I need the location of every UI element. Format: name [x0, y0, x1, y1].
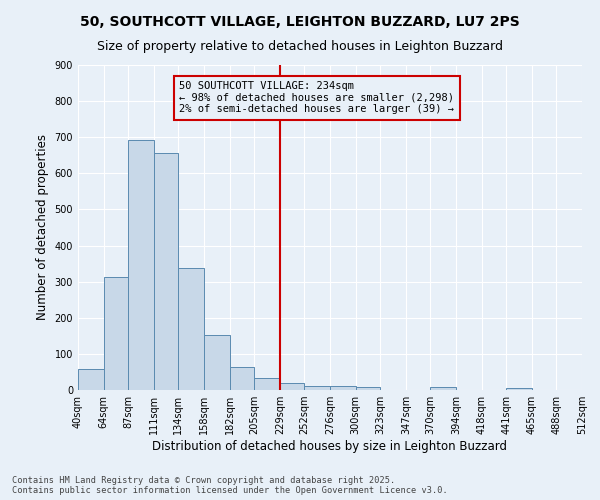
- Bar: [356, 387, 380, 390]
- Bar: [506, 388, 532, 390]
- Bar: [78, 370, 104, 390]
- Bar: [330, 386, 356, 390]
- Bar: [280, 383, 304, 390]
- Bar: [254, 378, 280, 390]
- Text: Size of property relative to detached houses in Leighton Buzzard: Size of property relative to detached ho…: [97, 40, 503, 53]
- Bar: [230, 366, 254, 390]
- X-axis label: Distribution of detached houses by size in Leighton Buzzard: Distribution of detached houses by size …: [152, 440, 508, 453]
- Bar: [128, 140, 154, 390]
- Bar: [104, 277, 128, 390]
- Bar: [304, 386, 330, 390]
- Bar: [204, 335, 230, 390]
- Y-axis label: Number of detached properties: Number of detached properties: [36, 134, 49, 320]
- Text: 50, SOUTHCOTT VILLAGE, LEIGHTON BUZZARD, LU7 2PS: 50, SOUTHCOTT VILLAGE, LEIGHTON BUZZARD,…: [80, 15, 520, 29]
- Bar: [154, 153, 178, 390]
- Bar: [178, 268, 204, 390]
- Text: 50 SOUTHCOTT VILLAGE: 234sqm
← 98% of detached houses are smaller (2,298)
2% of : 50 SOUTHCOTT VILLAGE: 234sqm ← 98% of de…: [179, 81, 454, 114]
- Text: Contains HM Land Registry data © Crown copyright and database right 2025.
Contai: Contains HM Land Registry data © Crown c…: [12, 476, 448, 495]
- Bar: [430, 388, 456, 390]
